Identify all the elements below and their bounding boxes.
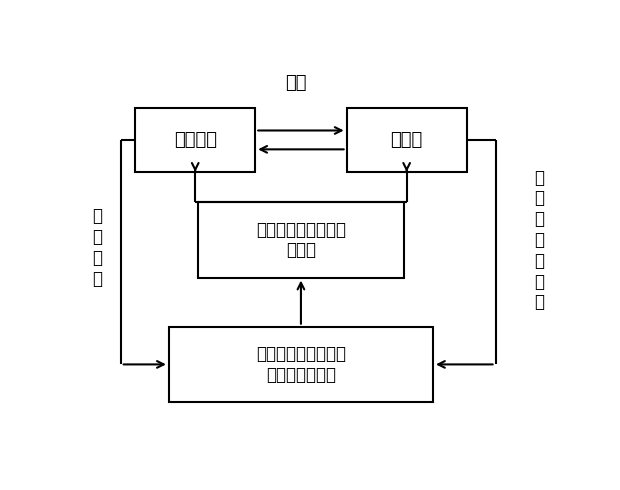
Text: 计
算
参
数: 计 算 参 数 (92, 207, 102, 288)
Text: 计算阵列: 计算阵列 (174, 131, 217, 149)
Text: 阵列数据调度平衡电
压调节评估模块: 阵列数据调度平衡电 压调节评估模块 (256, 345, 346, 384)
Bar (198, 202, 404, 278)
Bar (347, 108, 467, 172)
Text: 数据: 数据 (285, 74, 307, 92)
Bar (135, 108, 255, 172)
Bar (169, 327, 433, 402)
Text: 基于延时链的调节电
压模块: 基于延时链的调节电 压模块 (256, 220, 346, 259)
Text: 存
储
器
读
写
参
数: 存 储 器 读 写 参 数 (534, 169, 544, 311)
Text: 存储器: 存储器 (391, 131, 423, 149)
